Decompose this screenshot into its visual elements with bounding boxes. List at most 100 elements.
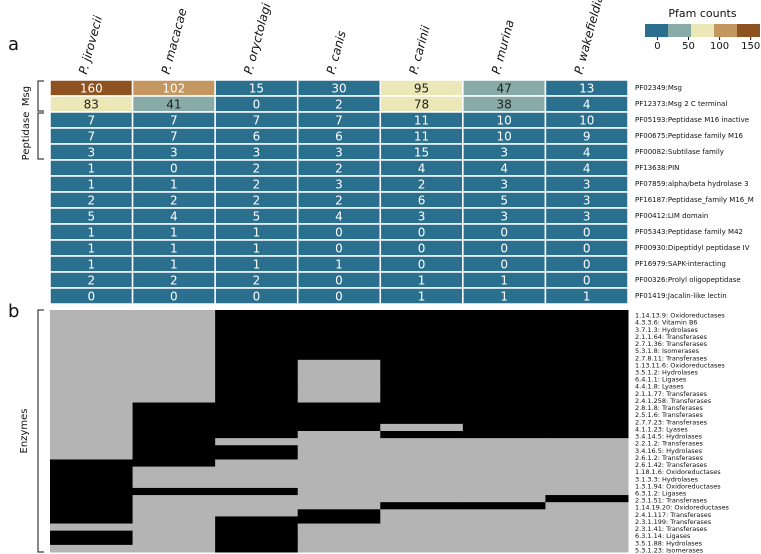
cell (50, 352, 134, 361)
cell (297, 359, 381, 368)
group-bracket (37, 80, 44, 112)
cell (380, 537, 464, 546)
cell (380, 509, 464, 517)
cell (462, 423, 546, 432)
cell (462, 431, 546, 439)
row-label: 5.3.1.23: Isomerases (635, 546, 704, 554)
colorbar-title: Pfam counts (668, 7, 736, 20)
cell (297, 452, 381, 460)
cell (462, 438, 546, 446)
cell (297, 438, 381, 446)
cell (215, 509, 299, 517)
cell (462, 466, 546, 475)
cell-label: 160 (80, 82, 103, 96)
cell (297, 466, 381, 475)
cell-label: 1 (87, 258, 95, 272)
cell-label: 2 (335, 194, 343, 208)
column-label: P. macacae (159, 7, 190, 76)
cell (462, 544, 546, 553)
colorbar-swatch (645, 24, 668, 37)
cell (380, 473, 464, 482)
cell-label: 13 (579, 82, 594, 96)
cell (297, 445, 381, 453)
cell (545, 402, 629, 411)
cell (380, 388, 464, 396)
row-label: 1.13.11.6: Oxidoreductases (635, 361, 725, 369)
cell (545, 438, 629, 446)
cell (215, 516, 299, 525)
cell (545, 509, 629, 517)
cell (380, 338, 464, 347)
colorbar-tick-label: 150 (741, 41, 760, 52)
cell-label: 1 (87, 242, 95, 256)
row-label: PF00412:LIM domain (635, 212, 708, 220)
cell (462, 480, 546, 489)
cell-label: 10 (497, 114, 512, 128)
cell-label: 0 (253, 98, 261, 112)
cell (215, 466, 299, 475)
cell (215, 409, 299, 418)
cell (132, 310, 216, 318)
cell (132, 523, 216, 532)
cell (297, 331, 381, 339)
cell-label: 6 (253, 130, 261, 144)
cell (132, 409, 216, 418)
cell (50, 338, 134, 347)
cell (380, 331, 464, 339)
cell (545, 544, 629, 553)
cell-label: 3 (500, 210, 508, 224)
cell (545, 502, 629, 510)
cell (462, 509, 546, 517)
cell (380, 352, 464, 361)
cell (462, 416, 546, 425)
cell (215, 530, 299, 539)
cell (462, 324, 546, 332)
cell-label: 7 (170, 114, 178, 128)
row-label: 3.1.3.3: Hydrolases (635, 475, 699, 483)
row-label: PF00675:Peptidase family M16 (635, 132, 744, 140)
cell-label: 2 (253, 178, 261, 192)
cell (50, 509, 134, 517)
cell (215, 459, 299, 468)
cell (50, 324, 134, 332)
row-label: PF16979:SAPK-interacting (635, 260, 726, 268)
cell (462, 359, 546, 368)
cell (462, 310, 546, 318)
cell (215, 345, 299, 354)
panel-label: a (8, 34, 19, 55)
cell (297, 402, 381, 411)
cell (50, 317, 134, 325)
cell (297, 345, 381, 354)
cell (132, 516, 216, 525)
cell (545, 374, 629, 382)
row-label: PF00930:Dipeptidyl peptidase IV (635, 244, 750, 252)
cell (545, 452, 629, 460)
cell (545, 409, 629, 418)
cell-label: 7 (87, 130, 95, 144)
cell-label: 38 (497, 98, 512, 112)
row-label: 2.3.1.199: Transferases (635, 518, 712, 526)
cell-label: 7 (87, 114, 95, 128)
group-label: Msg (21, 86, 32, 106)
cell-label: 47 (497, 82, 512, 96)
row-label: 1.14.19.20: Oxidoreductases (635, 504, 730, 512)
cell (462, 374, 546, 382)
cell (215, 544, 299, 553)
cell (132, 537, 216, 546)
cell (297, 487, 381, 496)
cell (545, 366, 629, 375)
cell (50, 423, 134, 432)
cell (132, 473, 216, 482)
cell (380, 402, 464, 411)
column-label: P. canis (324, 29, 349, 75)
cell-label: 83 (84, 98, 99, 112)
cell (462, 516, 546, 525)
cell (462, 523, 546, 532)
cell-label: 11 (414, 130, 429, 144)
cell (297, 395, 381, 404)
cell (545, 416, 629, 425)
cell (297, 388, 381, 396)
cell-label: 1 (170, 226, 178, 240)
row-label: 2.3.1.41: Transferases (635, 525, 708, 533)
cell (132, 359, 216, 368)
